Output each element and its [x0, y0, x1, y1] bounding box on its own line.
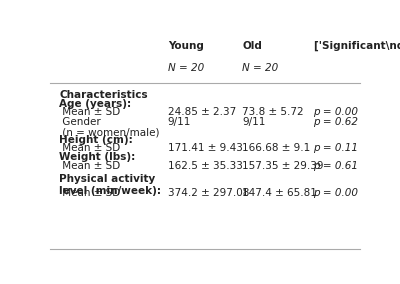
Text: Weight (lbs):: Weight (lbs): — [59, 152, 136, 162]
Text: N = 20: N = 20 — [168, 62, 204, 72]
Text: Age (years):: Age (years): — [59, 99, 132, 108]
Text: Mean ± SD: Mean ± SD — [59, 188, 120, 198]
Text: 162.5 ± 35.33: 162.5 ± 35.33 — [168, 161, 243, 171]
Text: 166.68 ± 9.1: 166.68 ± 9.1 — [242, 143, 310, 153]
Text: Old: Old — [242, 41, 262, 51]
Text: (n = women/male): (n = women/male) — [59, 127, 160, 137]
Text: 147.4 ± 65.81: 147.4 ± 65.81 — [242, 188, 317, 198]
Text: Physical activity
level (min/week):: Physical activity level (min/week): — [59, 174, 161, 196]
Text: 73.8 ± 5.72: 73.8 ± 5.72 — [242, 107, 304, 117]
Text: p = 0.00: p = 0.00 — [314, 107, 358, 117]
Text: 24.85 ± 2.37: 24.85 ± 2.37 — [168, 107, 236, 117]
Text: ['Significant\ndifference\nbetween groups']: ['Significant\ndifference\nbetween group… — [314, 41, 400, 51]
Text: p = 0.62: p = 0.62 — [314, 117, 358, 127]
Text: 171.41 ± 9.43: 171.41 ± 9.43 — [168, 143, 243, 153]
Text: Mean ± SD: Mean ± SD — [59, 161, 120, 171]
Text: 9/11: 9/11 — [168, 117, 191, 127]
Text: p = 0.61: p = 0.61 — [314, 161, 358, 171]
Text: N = 20: N = 20 — [242, 62, 278, 72]
Text: Characteristics: Characteristics — [59, 90, 148, 100]
Text: Gender: Gender — [59, 117, 101, 127]
Text: Young: Young — [168, 41, 204, 51]
Text: 374.2 ± 297.08: 374.2 ± 297.08 — [168, 188, 249, 198]
Text: Height (cm):: Height (cm): — [59, 135, 133, 145]
Text: Mean ± SD: Mean ± SD — [59, 107, 120, 117]
Text: p = 0.00: p = 0.00 — [314, 188, 358, 198]
Text: Mean ± SD: Mean ± SD — [59, 143, 120, 153]
Text: p = 0.11: p = 0.11 — [314, 143, 358, 153]
Text: 9/11: 9/11 — [242, 117, 266, 127]
Text: 157.35 ± 29.39: 157.35 ± 29.39 — [242, 161, 324, 171]
